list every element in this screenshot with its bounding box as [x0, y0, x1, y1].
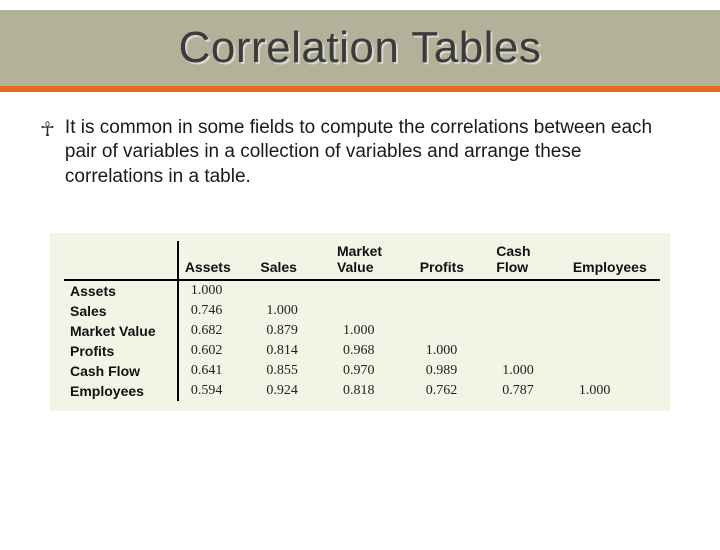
cell: 0.594	[178, 381, 255, 401]
bullet-row: ☥ It is common in some fields to compute…	[40, 116, 680, 189]
cell: 1.000	[490, 361, 567, 381]
table-row: Market Value 0.682 0.879 1.000	[64, 321, 660, 341]
title-band: Correlation Tables	[0, 10, 720, 86]
cell: 1.000	[567, 381, 660, 401]
cell: 1.000	[331, 321, 414, 341]
cell: 1.000	[254, 301, 331, 321]
cell: 1.000	[414, 341, 491, 361]
col-header: Employees	[567, 241, 660, 280]
row-label: Profits	[64, 341, 178, 361]
table-row: Assets 1.000	[64, 280, 660, 301]
correlation-table: Assets Sales MarketValue Profits CashFlo…	[64, 241, 660, 401]
table-corner	[64, 241, 178, 280]
col-header: MarketValue	[331, 241, 414, 280]
cell	[414, 301, 491, 321]
cell: 0.968	[331, 341, 414, 361]
cell: 0.787	[490, 381, 567, 401]
cell: 0.989	[414, 361, 491, 381]
cell: 0.641	[178, 361, 255, 381]
cell: 0.970	[331, 361, 414, 381]
col-header: CashFlow	[490, 241, 567, 280]
cell: 0.879	[254, 321, 331, 341]
table-row: Sales 0.746 1.000	[64, 301, 660, 321]
cell: 0.814	[254, 341, 331, 361]
cell: 1.000	[178, 280, 255, 301]
table-row: Cash Flow 0.641 0.855 0.970 0.989 1.000	[64, 361, 660, 381]
table-header-row: Assets Sales MarketValue Profits CashFlo…	[64, 241, 660, 280]
cell	[567, 321, 660, 341]
slide-title: Correlation Tables	[179, 23, 542, 73]
cell	[254, 280, 331, 301]
cell: 0.602	[178, 341, 255, 361]
cell	[490, 301, 567, 321]
cell	[331, 280, 414, 301]
cell	[567, 301, 660, 321]
cell	[567, 361, 660, 381]
cell	[414, 280, 491, 301]
cell: 0.924	[254, 381, 331, 401]
row-label: Cash Flow	[64, 361, 178, 381]
col-header: Assets	[178, 241, 255, 280]
cell: 0.818	[331, 381, 414, 401]
row-label: Sales	[64, 301, 178, 321]
body-area: ☥ It is common in some fields to compute…	[0, 92, 720, 411]
cell	[414, 321, 491, 341]
col-header: Sales	[254, 241, 331, 280]
cell	[490, 321, 567, 341]
cell	[490, 341, 567, 361]
cell: 0.762	[414, 381, 491, 401]
row-label: Employees	[64, 381, 178, 401]
table-row: Employees 0.594 0.924 0.818 0.762 0.787 …	[64, 381, 660, 401]
cell	[331, 301, 414, 321]
row-label: Market Value	[64, 321, 178, 341]
cell	[567, 341, 660, 361]
cell	[567, 280, 660, 301]
cell: 0.682	[178, 321, 255, 341]
row-label: Assets	[64, 280, 178, 301]
bullet-text: It is common in some fields to compute t…	[65, 116, 680, 189]
table-row: Profits 0.602 0.814 0.968 1.000	[64, 341, 660, 361]
correlation-table-wrap: Assets Sales MarketValue Profits CashFlo…	[50, 233, 670, 411]
cell: 0.855	[254, 361, 331, 381]
cell	[490, 280, 567, 301]
cell: 0.746	[178, 301, 255, 321]
bullet-glyph-icon: ☥	[40, 118, 55, 142]
col-header: Profits	[414, 241, 491, 280]
